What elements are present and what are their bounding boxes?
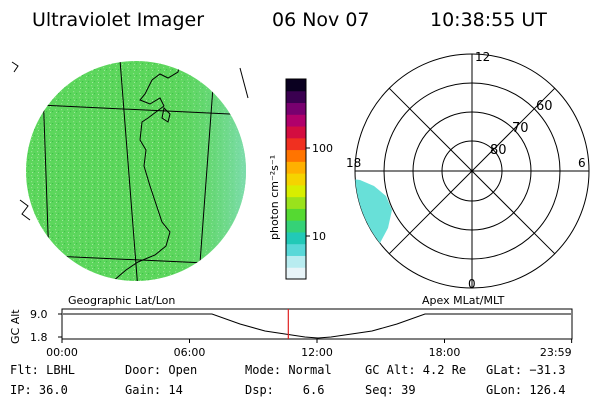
info-glat: GLat: −31.3 (486, 363, 565, 377)
mlt-label-6: 6 (578, 156, 586, 170)
date-label: 06 Nov 07 (272, 9, 370, 31)
colorbar-segment (286, 267, 306, 280)
colorbar-tick-label: 100 (312, 142, 333, 155)
info-door: Door: Open (125, 363, 197, 377)
colorbar-segment (286, 243, 306, 256)
colorbar-segment (286, 149, 306, 162)
status-info: Flt: LBHL Door: Open Mode: Normal GC Alt… (10, 363, 565, 397)
time-label: 10:38:55 UT (430, 9, 547, 31)
colorbar-segment (286, 173, 306, 186)
colorbar-segment (286, 79, 306, 92)
colorbar-segment (286, 220, 306, 233)
timeline-y-tick: 9.0 (30, 308, 48, 321)
colorbar-segment (286, 184, 306, 198)
apex-label: Apex MLat/MLT (422, 294, 505, 307)
timeline-x-tick-label: 23:59 (540, 346, 572, 359)
colorbar-segment (286, 90, 306, 104)
mlat-label-60: 60 (536, 99, 553, 114)
gc-alt-timeline: GC Alt 9.0 1.8 00:00 06:00 12:00 18:00 23:59 (9, 308, 573, 359)
instrument-title: Ultraviolet Imager (32, 9, 204, 31)
colorbar-segment (286, 161, 306, 174)
colorbar-segment (286, 196, 306, 209)
info-glon: GLon: 126.4 (486, 383, 565, 397)
colorbar-segment (286, 114, 306, 127)
mlat-label-70: 70 (512, 121, 529, 136)
mlat-label-80: 80 (490, 143, 507, 158)
colorbar-unit-label: photon cm⁻²s⁻¹ (268, 155, 281, 240)
colorbar-segment (286, 231, 306, 245)
colorbar-segment (286, 137, 306, 151)
coastline (161, 106, 171, 123)
info-mode: Mode: Normal (245, 363, 332, 377)
info-dsp: Dsp: 6.6 (245, 383, 324, 397)
coastline (111, 61, 183, 281)
timeline-x-tick-label: 18:00 (429, 346, 461, 359)
info-flt: Flt: LBHL (10, 363, 75, 377)
colorbar-segment (286, 126, 306, 139)
mlt-label-18: 18 (346, 156, 361, 170)
altitude-curve (63, 313, 571, 339)
info-ip: IP: 36.0 (10, 383, 68, 397)
timeline-x-tick-label: 00:00 (46, 346, 78, 359)
timeline-x-tick-label: 06:00 (174, 346, 206, 359)
mlt-label-12: 12 (475, 50, 490, 64)
colorbar-segment (286, 102, 306, 115)
info-gain: Gain: 14 (125, 383, 183, 397)
mlt-label-0: 0 (468, 277, 476, 291)
colorbar-segment (286, 208, 306, 221)
mlt-line-diagonal (388, 87, 556, 255)
longitude-line (119, 61, 139, 281)
info-gc-alt: GC Alt: 4.2 Re (365, 363, 466, 377)
color-bar: 100 10 photon cm⁻²s⁻¹ (268, 78, 333, 280)
timeline-y-tick: 1.8 (30, 331, 48, 344)
colorbar-segment (286, 255, 306, 268)
geographic-label: Geographic Lat/Lon (68, 294, 175, 307)
timeline-x-tick-label: 12:00 (301, 346, 333, 359)
timeline-y-axis-label: GC Alt (9, 309, 22, 344)
geographic-image-panel: Geographic Lat/Lon (11, 61, 249, 307)
colorbar-tick-label: 10 (312, 230, 326, 243)
polar-mlat-mlt-panel: 12 18 6 0 60 70 80 Apex MLat/MLT (346, 50, 590, 307)
longitude-line (197, 61, 216, 281)
info-seq: Seq: 39 (365, 383, 416, 397)
